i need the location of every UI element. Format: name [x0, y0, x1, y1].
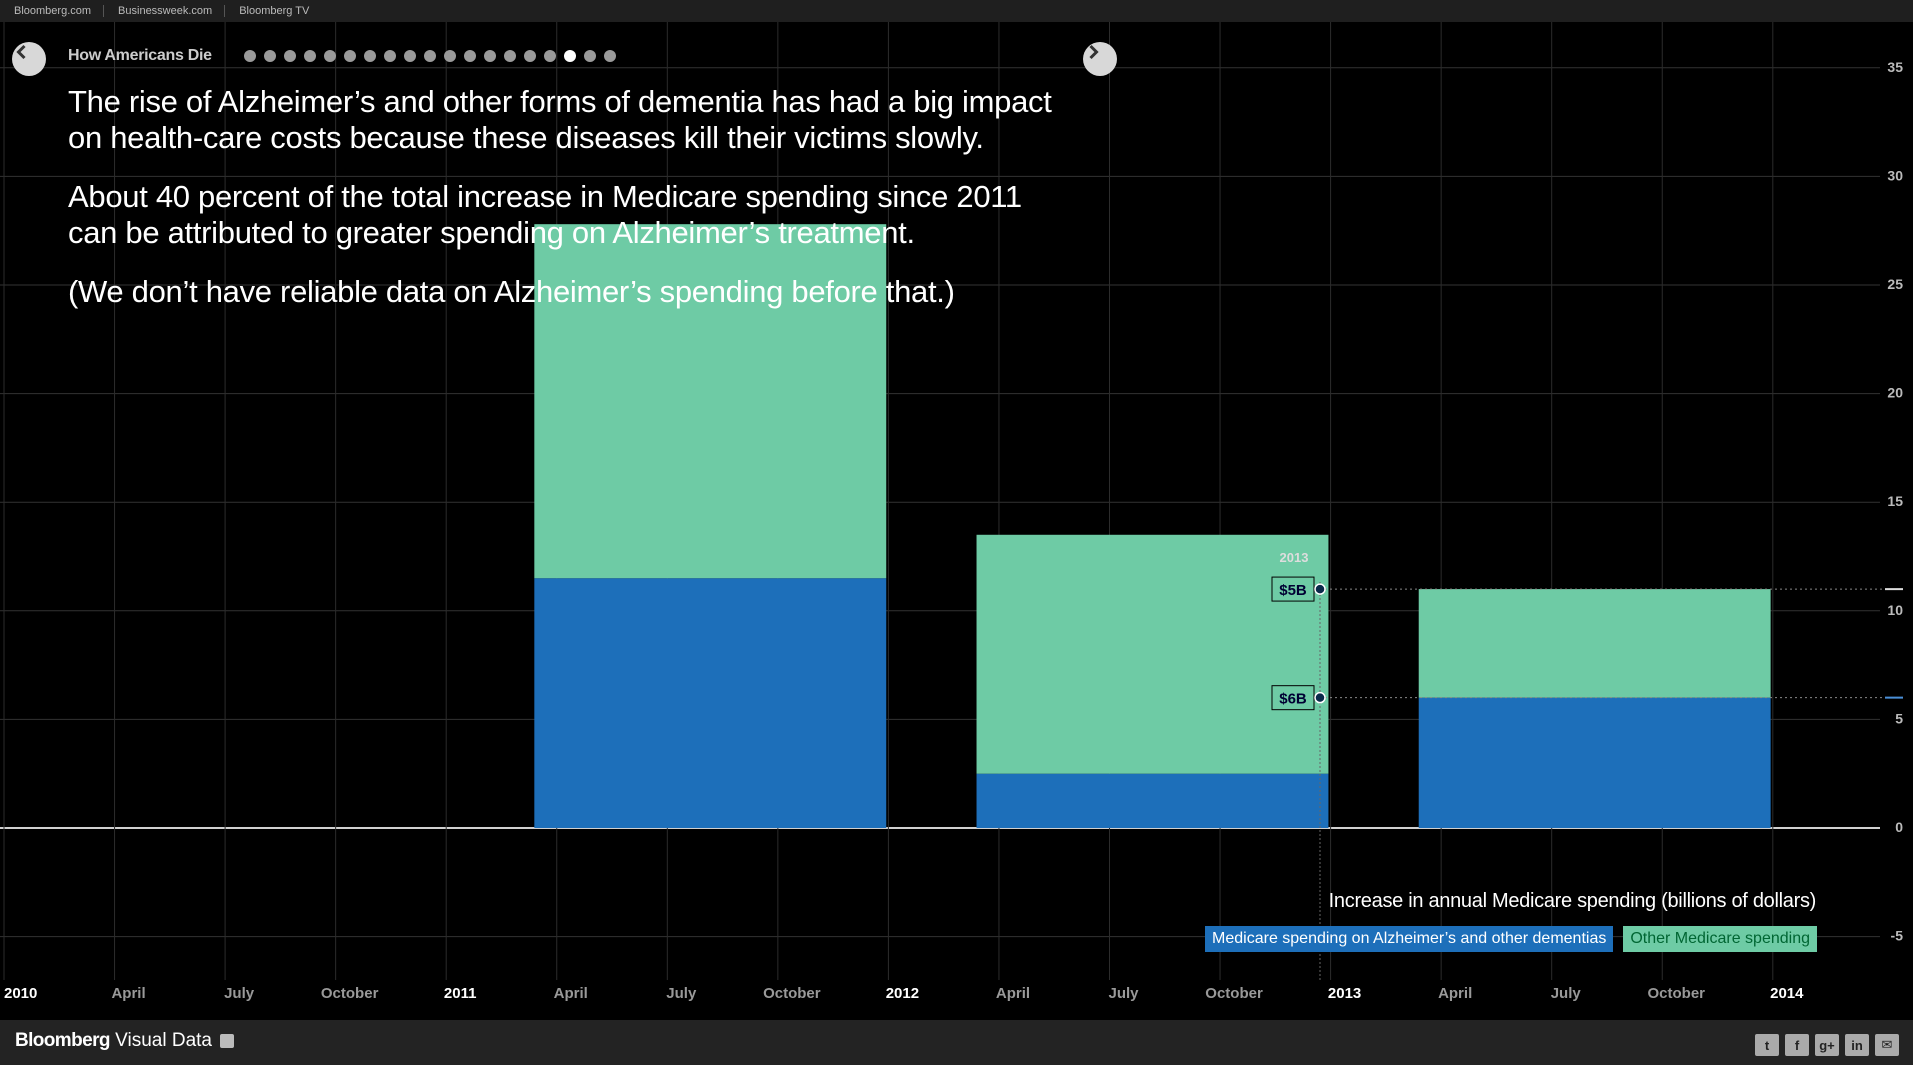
bar-segment-other[interactable] — [1418, 589, 1771, 698]
y-tick-label: 15 — [1887, 493, 1903, 509]
slide-dot[interactable] — [364, 50, 376, 62]
brand-rest: Visual Data — [109, 1030, 212, 1051]
x-tick-label: 2011 — [444, 985, 477, 1002]
bar-segment-alzheimers[interactable] — [976, 773, 1329, 828]
share-icons: t f g+ in ✉ — [1755, 1034, 1899, 1056]
chart-y-label: Increase in annual Medicare spending (bi… — [1328, 890, 1817, 912]
slide-dot[interactable] — [604, 50, 616, 62]
x-tick-label: July — [666, 985, 697, 1002]
y-tick-label: 20 — [1887, 385, 1903, 401]
nav-link-bloomberg[interactable]: Bloomberg.com — [0, 5, 105, 17]
x-tick-label: 2014 — [1770, 985, 1804, 1002]
top-nav-bar: Bloomberg.com Businessweek.com Bloomberg… — [0, 0, 1913, 22]
y-tick-label: 10 — [1887, 602, 1903, 618]
narrative-paragraph-1: The rise of Alzheimer’s and other forms … — [68, 84, 1052, 155]
hover-point — [1314, 583, 1326, 595]
chevron-left-icon — [16, 44, 26, 60]
brand-logo[interactable]: Bloomberg Visual Data — [15, 1030, 234, 1052]
facebook-icon[interactable]: f — [1785, 1034, 1809, 1056]
x-tick-label: October — [1647, 985, 1705, 1002]
y-tick-label: -5 — [1891, 928, 1904, 944]
slide-dot[interactable] — [444, 50, 456, 62]
x-tick-label: 2013 — [1328, 985, 1361, 1002]
x-tick-label: April — [1438, 985, 1472, 1002]
narrative-text: The rise of Alzheimer’s and other forms … — [68, 84, 1068, 333]
chart-area: -5 0 5 10 15 20 25 30 35 2010 April July October 2011… — [0, 22, 1913, 1020]
hover-category-label: 2013 — [1280, 550, 1309, 565]
hover-value-label: $5B — [1279, 582, 1307, 599]
info-icon — [220, 1033, 234, 1048]
x-tick-label: April — [111, 985, 145, 1002]
nav-link-bloomberg-tv[interactable]: Bloomberg TV — [239, 5, 310, 17]
slide-dot[interactable] — [564, 50, 576, 62]
slide-dot[interactable] — [524, 50, 536, 62]
prev-button[interactable] — [12, 42, 46, 76]
hover-value-label: $6B — [1279, 691, 1307, 708]
next-button[interactable] — [1083, 42, 1117, 76]
story-title: How Americans Die — [68, 47, 212, 64]
narrative-paragraph-3: (We don’t have reliable data on Alzheime… — [68, 274, 955, 309]
bar-segment-other[interactable] — [976, 534, 1329, 774]
linkedin-icon[interactable]: in — [1845, 1034, 1869, 1056]
slide-dot[interactable] — [264, 50, 276, 62]
x-tick-label: 2010 — [4, 985, 37, 1002]
hover-value-box — [1271, 685, 1315, 711]
bar-segment-alzheimers[interactable] — [1418, 697, 1771, 828]
slide-dot[interactable] — [324, 50, 336, 62]
y-tick-label: 35 — [1887, 59, 1903, 75]
slide-dot[interactable] — [244, 50, 256, 62]
x-tick-label: October — [321, 985, 379, 1002]
slide-dot[interactable] — [464, 50, 476, 62]
x-tick-label: October — [1205, 985, 1263, 1002]
y-tick-label: 25 — [1887, 276, 1903, 292]
x-tick-label: July — [1108, 985, 1139, 1002]
google-plus-icon[interactable]: g+ — [1815, 1034, 1839, 1056]
chart-legend: Medicare spending on Alzheimer’s and oth… — [1205, 926, 1817, 952]
legend-item-other[interactable]: Other Medicare spending — [1623, 926, 1817, 952]
twitter-icon[interactable]: t — [1755, 1034, 1779, 1056]
x-tick-label: July — [1551, 985, 1582, 1002]
hover-point — [1314, 691, 1326, 704]
slide-dot[interactable] — [584, 50, 596, 62]
slide-dot[interactable] — [484, 50, 496, 62]
x-tick-label: April — [996, 985, 1030, 1002]
slide-dot[interactable] — [404, 50, 416, 62]
bar-segment-other[interactable] — [534, 224, 887, 579]
y-tick-label: 0 — [1895, 819, 1903, 835]
footer-bar: Bloomberg Visual Data t f g+ in ✉ — [0, 1020, 1913, 1065]
chevron-right-icon — [1089, 44, 1099, 60]
x-tick-label: April — [554, 985, 588, 1002]
slide-dots — [244, 50, 616, 62]
y-tick-label: 5 — [1895, 710, 1903, 726]
x-tick-label: July — [224, 985, 255, 1002]
narrative-paragraph-2: About 40 percent of the total increase i… — [68, 179, 1022, 250]
email-icon[interactable]: ✉ — [1875, 1034, 1899, 1056]
slide-dot[interactable] — [304, 50, 316, 62]
bar-segment-alzheimers[interactable] — [534, 578, 887, 828]
slide-dot[interactable] — [284, 50, 296, 62]
slide-dot[interactable] — [384, 50, 396, 62]
slide-dot[interactable] — [424, 50, 436, 62]
chart-svg: -5 0 5 10 15 20 25 30 35 2010 April July October 2011… — [0, 22, 1905, 1002]
slide-dot[interactable] — [344, 50, 356, 62]
slide-dot[interactable] — [544, 50, 556, 62]
hover-value-box — [1271, 576, 1315, 602]
legend-item-alzheimers[interactable]: Medicare spending on Alzheimer’s and oth… — [1205, 926, 1614, 952]
x-tick-label: October — [763, 985, 821, 1002]
slide-dot[interactable] — [504, 50, 516, 62]
y-tick-label: 30 — [1887, 167, 1903, 183]
brand-bold: Bloomberg — [15, 1030, 110, 1051]
nav-link-businessweek[interactable]: Businessweek.com — [104, 5, 226, 17]
x-tick-label: 2012 — [886, 985, 919, 1002]
